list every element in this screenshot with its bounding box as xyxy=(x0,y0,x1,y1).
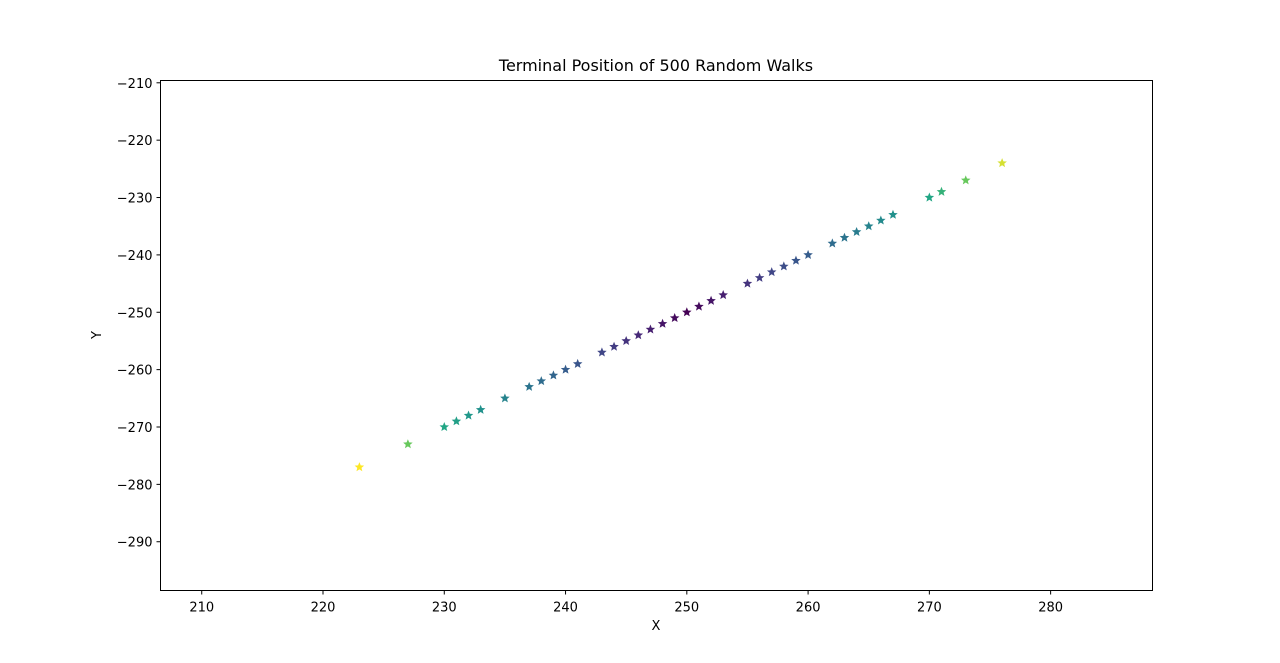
scatter-point xyxy=(888,209,898,219)
scatter-point xyxy=(463,410,474,420)
scatter-point xyxy=(536,376,547,386)
x-axis: 210 220 230 240 250 260 270 280 xyxy=(189,590,1063,616)
scatter-point xyxy=(754,272,765,282)
y-tick-label: −280 xyxy=(117,478,153,493)
x-tick-label: 210 xyxy=(189,601,214,616)
scatter-point xyxy=(718,290,728,300)
y-tick-label: −230 xyxy=(117,192,153,207)
scatter-point xyxy=(803,249,813,259)
scatter-point xyxy=(645,324,656,334)
x-tick-label: 280 xyxy=(1038,601,1063,616)
x-tick-label: 250 xyxy=(674,601,699,616)
y-tick-label: −220 xyxy=(117,134,153,149)
scatter-point xyxy=(694,301,704,311)
scatter-point xyxy=(475,404,486,414)
scatter-point xyxy=(633,330,644,340)
scatter-point xyxy=(791,255,801,265)
x-tick-label: 270 xyxy=(917,601,942,616)
y-tick-label: −290 xyxy=(117,536,153,551)
scatter-point xyxy=(863,221,874,231)
scatter-point xyxy=(548,370,559,380)
scatter-point xyxy=(572,358,583,368)
y-tick-label: −240 xyxy=(117,249,153,264)
x-tick-label: 260 xyxy=(796,601,821,616)
scatter-point xyxy=(439,422,450,432)
scatter-point xyxy=(839,232,850,242)
scatter-point xyxy=(851,226,862,236)
chart-title: Terminal Position of 500 Random Walks xyxy=(498,56,813,75)
x-tick-label: 230 xyxy=(432,601,457,616)
y-tick-label: −270 xyxy=(117,421,153,436)
scatter-point xyxy=(500,393,510,403)
y-tick-label: −250 xyxy=(117,306,153,321)
scatter-point xyxy=(354,462,365,472)
y-axis: −210 −220 −230 −240 −250 −260 −270 −280 −290 xyxy=(117,77,161,551)
x-tick-label: 220 xyxy=(311,601,336,616)
scatter-point xyxy=(876,215,886,225)
x-tick-label: 240 xyxy=(553,601,578,616)
scatter-point xyxy=(597,347,607,357)
scatter-point xyxy=(960,175,971,185)
scatter-point xyxy=(706,295,716,305)
y-tick-label: −210 xyxy=(117,77,153,92)
y-tick-label: −260 xyxy=(117,364,153,379)
scatter-point xyxy=(936,186,947,196)
scatter-point xyxy=(924,192,935,202)
scatter-point xyxy=(742,278,753,288)
scatter-point xyxy=(657,318,668,328)
scatter-point xyxy=(524,381,534,391)
points-layer xyxy=(354,158,1007,472)
x-axis-title: X xyxy=(652,619,661,634)
scatter-point xyxy=(827,238,838,248)
scatter-point xyxy=(451,416,462,426)
scatter-point xyxy=(766,267,777,277)
scatter-point xyxy=(669,313,680,323)
scatter-point xyxy=(779,261,789,271)
scatter-point xyxy=(621,335,631,345)
scatter-point xyxy=(403,439,413,449)
plot-area xyxy=(160,80,1153,591)
scatter-point xyxy=(997,158,1007,168)
scatter-point xyxy=(682,307,692,317)
scatter-point xyxy=(560,364,571,374)
y-axis-title: Y xyxy=(90,331,105,340)
scatter-point xyxy=(609,341,619,351)
